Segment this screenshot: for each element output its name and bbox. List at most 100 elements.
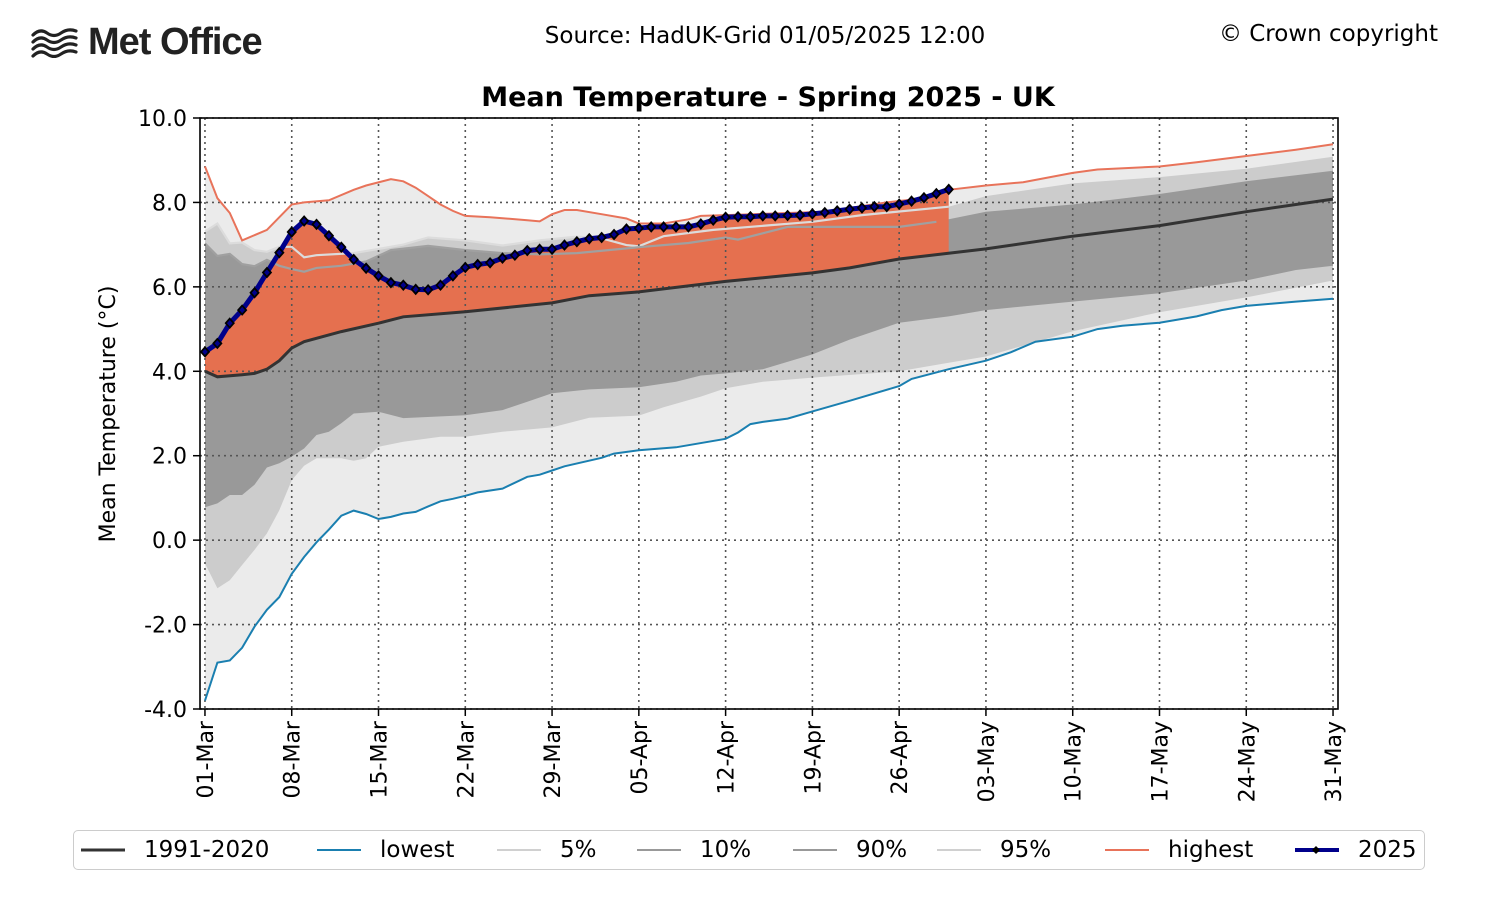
y-tick-label: 0.0	[152, 529, 187, 554]
legend-item-mean: 1991-2020	[80, 831, 269, 869]
series-line-p90	[204, 220, 937, 273]
y-axis-label: Mean Temperature (°C)	[96, 286, 121, 543]
data-point-2025	[683, 221, 694, 233]
legend-item-p90: 90%	[792, 831, 907, 869]
data-point-2025	[298, 215, 310, 227]
y-tick-label: 10.0	[138, 107, 187, 132]
x-tick-label: 05-Apr	[628, 720, 653, 794]
data-point-2025	[398, 279, 409, 292]
x-tick-label: 26-Apr	[888, 720, 913, 794]
data-point-2025	[646, 221, 657, 233]
series-line-highest	[204, 143, 1334, 242]
legend-item-lowest: lowest	[316, 831, 454, 869]
legend-item-p5: 5%	[496, 831, 597, 869]
legend-label: highest	[1168, 837, 1254, 863]
legend-swatch-icon	[497, 849, 541, 851]
y-tick-label: -4.0	[144, 698, 187, 723]
data-point-2025	[261, 266, 273, 279]
legend-label: 95%	[1000, 837, 1052, 863]
data-point-2025	[893, 198, 905, 210]
data-point-2025	[881, 200, 892, 213]
legend-item-highest: highest	[1104, 831, 1253, 869]
data-point-2025	[695, 218, 707, 230]
data-point-2025	[509, 249, 521, 262]
y-tick-label: 2.0	[152, 445, 187, 470]
y-tick-label: 6.0	[152, 276, 187, 301]
data-point-2025	[373, 270, 384, 282]
data-point-2025	[435, 279, 446, 292]
legend-swatch-icon	[937, 849, 981, 851]
x-tick-label: 29-Mar	[541, 720, 566, 798]
logo-text: Met Office	[88, 20, 263, 63]
x-tick-label: 15-Mar	[368, 720, 393, 798]
legend-label: 5%	[560, 837, 597, 863]
data-point-2025	[286, 226, 297, 238]
y-tick-label: 8.0	[152, 191, 187, 216]
legend-swatch-icon	[81, 848, 125, 852]
data-point-2025	[831, 205, 843, 217]
data-point-2025	[819, 206, 830, 219]
legend-item-p95: 95%	[936, 831, 1051, 869]
data-point-2025	[336, 241, 347, 254]
data-point-2025	[472, 258, 483, 271]
copyright-text: © Crown copyright	[1218, 21, 1438, 47]
legend-item-p10: 10%	[636, 831, 751, 869]
data-point-2025	[460, 261, 471, 274]
data-point-2025	[571, 235, 583, 248]
data-point-2025	[708, 214, 719, 227]
y-tick-label: 4.0	[152, 360, 187, 385]
x-tick-label: 10-May	[1062, 721, 1087, 802]
met-office-logo: Met Office	[30, 20, 263, 64]
data-point-2025	[323, 229, 335, 242]
data-point-2025	[484, 256, 496, 269]
data-point-2025	[360, 262, 372, 275]
anomaly-fill-2025	[205, 189, 949, 377]
series-line-p95	[204, 205, 949, 259]
data-point-2025	[608, 228, 620, 241]
plot-frame	[199, 117, 1339, 710]
data-point-2025	[497, 252, 508, 265]
legend-item-y2025: 2025	[1294, 831, 1417, 869]
data-point-2025	[224, 317, 235, 330]
x-tick-label: 31-May	[1322, 721, 1347, 802]
x-tick-label: 17-May	[1148, 721, 1173, 802]
data-point-2025	[720, 211, 731, 224]
band-10-90	[205, 170, 1333, 508]
legend-label: 2025	[1358, 837, 1417, 863]
data-point-2025	[236, 304, 248, 316]
legend-label: lowest	[380, 837, 455, 863]
data-point-2025	[633, 222, 645, 235]
data-point-2025	[447, 270, 459, 282]
x-tick-label: 24-May	[1235, 721, 1260, 802]
data-point-2025	[869, 200, 880, 213]
series-line-1991-2020	[204, 197, 1334, 379]
x-tick-label: 19-Apr	[801, 720, 826, 794]
waves-logo-icon	[31, 28, 78, 58]
data-point-2025	[807, 207, 818, 220]
data-point-2025	[621, 223, 632, 235]
data-point-2025	[596, 231, 607, 244]
x-tick-label: 03-May	[975, 721, 1000, 802]
data-point-2025	[844, 203, 855, 216]
data-point-2025	[534, 243, 545, 256]
data-point-2025	[385, 276, 397, 289]
data-point-2025	[757, 210, 769, 222]
data-point-2025	[918, 191, 930, 204]
data-point-2025	[546, 243, 558, 256]
series-line-lowest	[204, 297, 1334, 701]
chart-title: Mean Temperature - Spring 2025 - UK	[481, 82, 1056, 113]
x-tick-label: 22-Mar	[454, 720, 479, 798]
data-point-2025	[522, 244, 533, 257]
data-point-2025	[782, 209, 793, 222]
legend-label: 90%	[856, 837, 908, 863]
data-point-2025	[745, 210, 756, 223]
legend-swatch-icon	[1105, 849, 1149, 851]
data-point-2025	[906, 195, 917, 208]
legend-label: 10%	[700, 837, 752, 863]
y-tick-label: -2.0	[144, 614, 187, 639]
data-point-2025	[769, 210, 781, 222]
data-point-2025	[658, 221, 669, 233]
data-point-2025	[199, 346, 211, 358]
data-point-2025	[212, 337, 223, 350]
legend-swatch-icon	[637, 849, 681, 851]
